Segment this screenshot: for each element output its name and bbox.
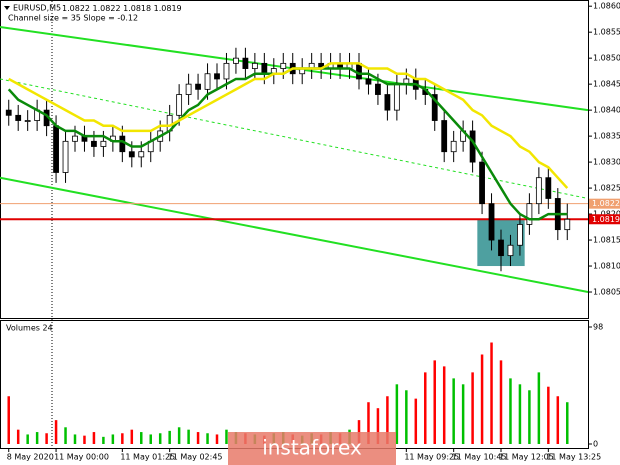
candle-body: [526, 203, 533, 225]
x-tick-label: 8 May 2020: [7, 453, 54, 462]
channel-line: [0, 78, 589, 199]
level-label: 1.0822: [592, 199, 620, 208]
candle-body: [479, 161, 485, 205]
candle-body: [91, 140, 97, 147]
y-tick-label: 1.0835: [593, 132, 620, 141]
subtitle: Channel size = 35 Slope = -0.12: [8, 14, 138, 23]
x-tick-label: 11 May 13:25: [546, 453, 601, 462]
candle-body: [233, 57, 239, 64]
y-tick-label: 1.0860: [593, 2, 620, 11]
volume-tick-label: 0: [593, 440, 598, 449]
level-tag: [589, 214, 620, 225]
candle-body: [214, 73, 220, 80]
candle-body: [185, 83, 192, 95]
candle-body: [365, 78, 372, 85]
x-tick-label: 11 May 10:45: [452, 453, 507, 462]
candle-body: [375, 83, 381, 95]
y-tick-label: 1.0815: [593, 236, 620, 245]
x-tick-label: 11 May 09:25: [404, 453, 459, 462]
volume-title: Volumes 24: [6, 324, 53, 333]
ohlc-value: 1.0822: [62, 4, 90, 13]
candle-body: [195, 83, 201, 90]
y-tick-label: 1.0805: [593, 288, 620, 297]
watermark-box: [228, 432, 396, 465]
candle-body: [223, 62, 230, 80]
candle-body: [119, 135, 126, 153]
x-tick-label: 11 May 12:05: [499, 453, 554, 462]
candle-body: [545, 177, 552, 199]
candle-body: [15, 114, 22, 121]
candle-body: [53, 125, 59, 173]
watermark: instaforex: [262, 436, 362, 460]
candle-body: [204, 73, 211, 90]
volume-tick-label: 98: [593, 323, 603, 332]
x-tick-label: 11 May 02:45: [168, 453, 223, 462]
candle-body: [100, 140, 107, 147]
candle-body: [251, 62, 258, 69]
candle-body: [431, 94, 438, 121]
candle-body: [280, 62, 287, 69]
candle-body: [384, 94, 391, 111]
y-tick-label: 1.0825: [593, 184, 620, 193]
level-label: 1.0819: [592, 215, 620, 224]
candle-body: [393, 83, 400, 111]
candle-body: [507, 244, 514, 257]
symbol-marker: [4, 6, 10, 10]
y-tick-label: 1.0830: [593, 158, 620, 167]
plot: 1.0860 1.0855 1.0850 1.0845 1.0840 1.0835 1.08…: [0, 2, 620, 449]
moving-average: [8, 62, 569, 189]
candle-body: [24, 120, 31, 122]
x-tick-label: 11 May 00:00: [54, 453, 109, 462]
candle-body: [517, 224, 523, 246]
y-tick-label: 1.0845: [593, 80, 620, 89]
candle-body: [441, 120, 448, 153]
channel-line: [0, 176, 589, 293]
symbol: EURUSD,M5: [13, 4, 61, 13]
candle-body: [5, 109, 12, 116]
candle-body: [261, 62, 268, 75]
candle-body: [488, 203, 495, 241]
candle-body: [564, 218, 571, 231]
candle-body: [176, 94, 183, 116]
ohlc-value: 1.0819: [154, 4, 182, 13]
y-tick-label: 1.0850: [593, 54, 620, 63]
y-tick-label: 1.0810: [593, 262, 620, 271]
ohlc-value: 1.0822: [93, 4, 121, 13]
ohlc-value: 1.0818: [123, 4, 151, 13]
candle-body: [138, 151, 145, 158]
candle-body: [242, 57, 249, 69]
candle-body: [62, 140, 69, 173]
candle-body: [498, 239, 504, 257]
candle-body: [535, 177, 542, 205]
price-panel: [0, 0, 589, 319]
y-tick-label: 1.0855: [593, 28, 620, 37]
x-tick-label: 11 May 01:25: [120, 453, 175, 462]
level-tag: [589, 198, 620, 209]
ohlc: 1.0822 1.0822 1.0818 1.0819: [62, 4, 182, 13]
candle-body: [128, 151, 135, 158]
candle-body: [450, 140, 457, 153]
y-tick-label: 1.0840: [593, 106, 620, 115]
candle-body: [72, 135, 78, 142]
y-tick-label: 1.0820: [593, 210, 620, 219]
